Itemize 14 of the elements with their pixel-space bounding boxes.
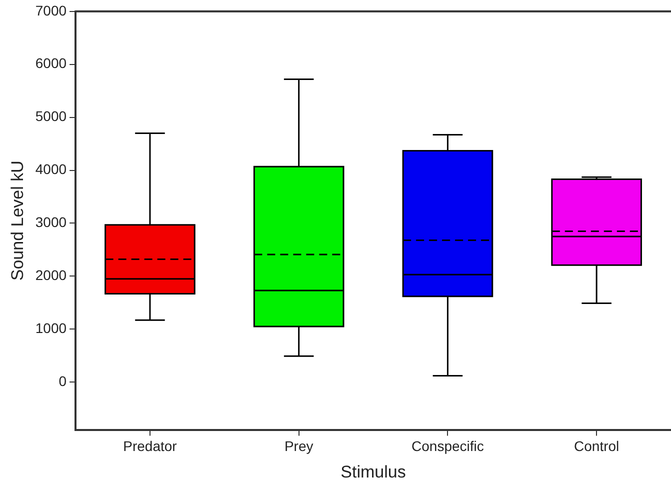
y-tick-label: 0 [58, 372, 67, 389]
x-tick-label: Prey [284, 438, 314, 454]
x-tick-label: Control [574, 438, 620, 454]
x-tick-label: Conspecific [412, 438, 484, 454]
x-axis-title: Stimulus [340, 462, 406, 482]
y-tick-label: 1000 [35, 320, 67, 336]
y-axis-title: Sound Level kU [8, 160, 27, 281]
y-tick-label: 3000 [35, 214, 67, 230]
y-tick-label: 5000 [35, 108, 67, 124]
y-tick-label: 2000 [35, 267, 67, 284]
y-tick-label: 4000 [35, 161, 67, 178]
y-tick-label: 7000 [35, 2, 67, 18]
x-tick-label: Predator [123, 438, 178, 454]
y-tick-label: 6000 [35, 55, 67, 72]
